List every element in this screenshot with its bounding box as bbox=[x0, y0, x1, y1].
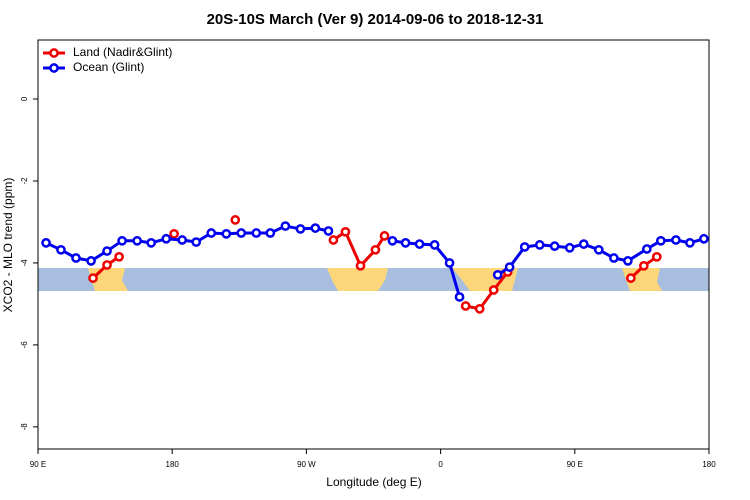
data-point bbox=[623, 256, 633, 266]
x-tick-label: 180 bbox=[702, 460, 716, 469]
x-tick-label: 90 W bbox=[297, 460, 316, 469]
x-tick-label: 0 bbox=[438, 460, 443, 469]
data-point bbox=[444, 258, 455, 268]
y-tick-label: -6 bbox=[20, 341, 29, 349]
data-point bbox=[638, 260, 649, 271]
x-tick-label: 180 bbox=[166, 460, 180, 469]
data-point bbox=[578, 239, 589, 249]
data-point bbox=[310, 223, 321, 233]
y-axis-label: XCO2 - MLO trend (ppm) bbox=[1, 178, 15, 313]
x-tick-label: 90 E bbox=[567, 460, 583, 469]
data-point bbox=[328, 235, 339, 245]
data-point bbox=[295, 224, 306, 234]
x-tick-label: 90 E bbox=[30, 460, 46, 469]
legend-marker bbox=[49, 63, 59, 73]
data-point bbox=[102, 246, 112, 256]
data-point bbox=[102, 260, 112, 270]
data-point bbox=[230, 215, 241, 225]
data-point bbox=[323, 226, 334, 236]
y-tick-label: -8 bbox=[20, 423, 29, 431]
data-point bbox=[177, 235, 188, 245]
data-point bbox=[519, 242, 530, 252]
data-point bbox=[355, 260, 366, 271]
data-point bbox=[655, 235, 666, 246]
y-tick-label: 0 bbox=[20, 96, 29, 101]
data-point bbox=[370, 244, 381, 255]
data-point bbox=[460, 301, 471, 311]
data-point bbox=[206, 228, 217, 238]
data-point bbox=[504, 262, 515, 272]
data-point bbox=[161, 233, 172, 244]
data-point bbox=[488, 285, 499, 295]
data-point bbox=[414, 239, 425, 249]
data-point bbox=[474, 303, 485, 314]
data-point bbox=[564, 242, 575, 253]
data-point bbox=[71, 253, 81, 263]
y-tick-label: -2 bbox=[20, 177, 29, 185]
plot-frame bbox=[37, 39, 710, 450]
data-point bbox=[86, 256, 96, 266]
data-point bbox=[454, 292, 465, 302]
data-point bbox=[593, 244, 604, 255]
data-point bbox=[492, 269, 503, 280]
data-point bbox=[114, 251, 124, 262]
data-point bbox=[641, 244, 652, 254]
map-strip bbox=[38, 268, 709, 291]
data-point bbox=[626, 273, 636, 283]
data-point bbox=[534, 240, 545, 250]
data-point bbox=[41, 238, 51, 248]
y-tick-label: -4 bbox=[20, 259, 29, 267]
data-point bbox=[191, 237, 202, 247]
data-point bbox=[146, 238, 157, 248]
legend-label: Land (Nadir&Glint) bbox=[73, 45, 172, 59]
land-patch bbox=[327, 268, 388, 291]
data-point bbox=[429, 240, 440, 250]
data-point bbox=[169, 228, 179, 239]
data-point bbox=[699, 233, 709, 244]
data-point bbox=[265, 228, 276, 238]
legend-marker bbox=[49, 48, 59, 58]
data-point bbox=[387, 235, 398, 246]
data-point bbox=[56, 244, 66, 255]
data-point bbox=[221, 228, 232, 239]
data-point bbox=[400, 238, 411, 248]
data-point bbox=[280, 221, 291, 231]
data-point bbox=[379, 231, 390, 241]
data-point bbox=[651, 251, 662, 262]
data-point bbox=[685, 238, 695, 248]
data-point bbox=[671, 235, 681, 245]
x-axis-label: Longitude (deg E) bbox=[326, 475, 421, 489]
data-point bbox=[236, 228, 247, 238]
data-point bbox=[549, 241, 560, 251]
data-point bbox=[117, 235, 127, 246]
data-point bbox=[609, 253, 619, 263]
legend-label: Ocean (Glint) bbox=[73, 60, 144, 74]
data-point bbox=[88, 273, 98, 283]
data-point bbox=[251, 228, 262, 238]
chart-title: 20S-10S March (Ver 9) 2014-09-06 to 2018… bbox=[207, 11, 544, 28]
data-point bbox=[340, 226, 351, 237]
data-point bbox=[132, 235, 143, 246]
